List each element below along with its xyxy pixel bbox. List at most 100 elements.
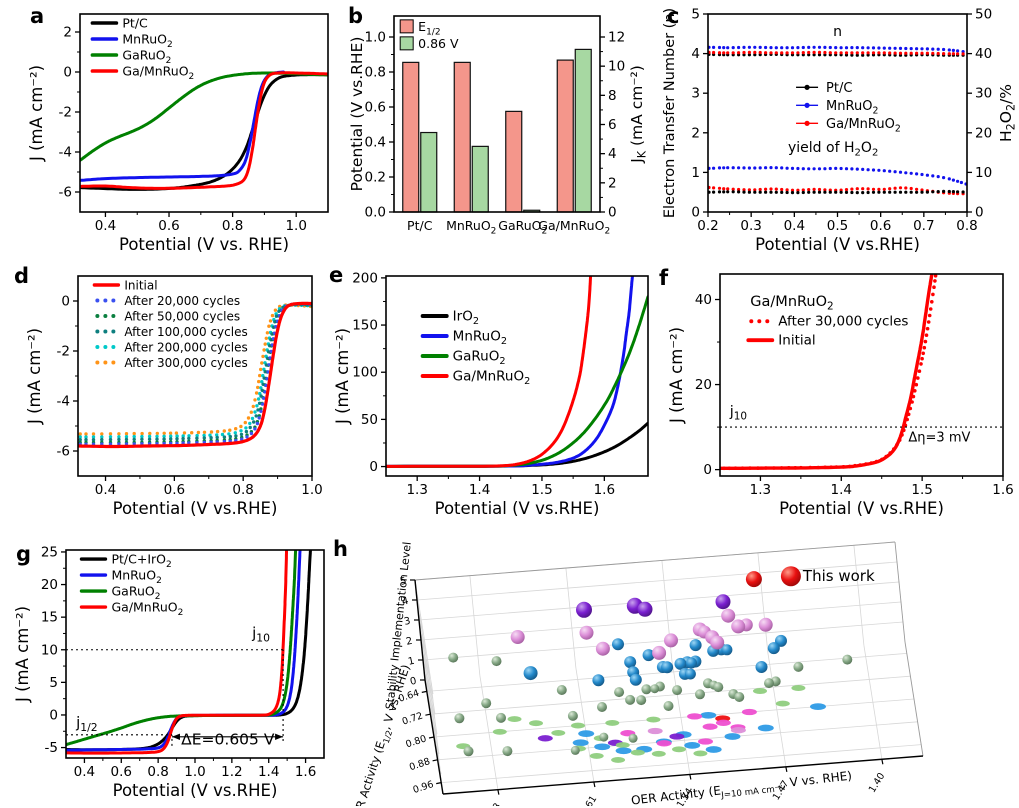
series-dot (249, 410, 253, 414)
y-tick-label: -4 (57, 394, 70, 410)
data-point-sphere (764, 678, 774, 689)
data-point-sphere (641, 684, 652, 695)
legend-swatch-dot (749, 319, 754, 324)
series-dot (914, 382, 919, 387)
series-dot (871, 190, 876, 194)
legend-label: MnRuO2 (122, 31, 172, 50)
y-tick-label: 3 (691, 86, 700, 102)
series-dot (753, 45, 757, 49)
data-point-flat (605, 719, 620, 726)
right-axis-label: JK (mA cm⁻²) (628, 65, 649, 164)
series-dot (915, 172, 919, 176)
legend-label: Ga/MnRuO2 (111, 600, 183, 619)
data-point-sphere (628, 733, 638, 743)
series-dot (850, 51, 854, 55)
data-point-flat (615, 742, 630, 749)
legend-label: Ga/MnRuO2 (122, 63, 194, 82)
series-dot (812, 50, 816, 55)
y-tick-label: 0.2 (365, 170, 386, 186)
s-tick-label: 2 (405, 636, 414, 648)
x-tick-label: 1.5 (911, 482, 932, 498)
x-axis-label: Potential (V vs.RHE) (113, 781, 278, 800)
series-layer (66, 550, 312, 755)
series-dot (753, 188, 757, 192)
bar-e-half-3 (556, 59, 574, 213)
series-dot (182, 431, 187, 435)
series-dot (839, 166, 843, 171)
x-tick-label: 1.5 (531, 482, 552, 498)
series-dot (147, 434, 152, 439)
legend-swatch-rect (399, 19, 414, 34)
y-tick-label: 200 (352, 270, 378, 286)
series-dot (251, 404, 255, 409)
series-dot (162, 431, 166, 435)
series-dot (774, 166, 778, 170)
y-axis-label: Potential (V vs.RHE) (348, 37, 366, 192)
series-dot (100, 435, 104, 439)
series-dot (209, 430, 214, 434)
data-point-flat (656, 740, 672, 747)
series-dot (726, 46, 730, 50)
series-dot (956, 49, 960, 53)
series-dot (195, 436, 199, 440)
panel-h: 0123450.640.720.800.880.961.681.611.541.… (334, 534, 1019, 806)
series-dot (747, 166, 751, 170)
series-initial (78, 301, 312, 449)
s-tick-label: 5 (399, 576, 408, 588)
data-point-sphere (510, 630, 525, 644)
data-point-flat (647, 727, 663, 735)
series-dot (927, 313, 932, 318)
series-dot (877, 187, 881, 191)
series-dot (925, 173, 929, 177)
series-dot (209, 436, 213, 440)
series-dot (259, 409, 263, 413)
x-tick-label: 1.0 (184, 764, 205, 780)
series-dot (731, 166, 735, 170)
series-dot (737, 187, 741, 192)
series-dot (850, 46, 854, 50)
x-tick-label: 1.0 (301, 482, 322, 498)
series-dot (951, 190, 955, 194)
legend-swatch-dot (111, 329, 116, 334)
series-dot (239, 424, 243, 429)
series-dot (866, 53, 870, 57)
panel-f: j10 Δη=3 mV 1.3 1.4 1.5 1.6 0 20 40 Potential (V … (660, 262, 1019, 526)
series-dot (239, 429, 243, 433)
series-dot (234, 434, 238, 438)
y-axis-label: J (mA cm⁻²) (333, 328, 352, 425)
orr-tick (425, 713, 431, 716)
series-dot (871, 168, 876, 172)
series-dot (893, 190, 897, 194)
y-axis-label: J (mA cm⁻²) (27, 65, 46, 162)
series-dot (258, 391, 262, 396)
series-dot (255, 404, 259, 408)
y-tick-label: -2 (59, 105, 72, 121)
series-dot (261, 354, 265, 359)
series-dot (796, 191, 800, 195)
data-point-sphere (652, 645, 667, 660)
series-dot (780, 187, 784, 192)
series-dot (866, 187, 870, 191)
s-tick-label: 0 (409, 676, 418, 688)
series-dot (817, 187, 822, 192)
series-dot (942, 47, 946, 52)
series-dot (828, 190, 832, 194)
legend-label: Ga/MnRuO2 (453, 369, 531, 388)
x-axis-label: Potential (V vs. RHE) (119, 235, 289, 254)
data-point-sphere (567, 710, 578, 721)
series-Ga/MnRuO2 (66, 550, 289, 755)
series-dot (925, 326, 930, 331)
series-dot (259, 367, 263, 372)
series-dot (726, 187, 730, 191)
data-point-sphere (715, 594, 731, 610)
series-dot (823, 190, 827, 194)
series-dot (262, 348, 266, 352)
series-dot (923, 339, 928, 344)
series-dot (904, 171, 908, 175)
x-tick-label: 0.8 (222, 218, 243, 234)
series-dot (260, 402, 265, 406)
data-point-sphere (629, 673, 642, 686)
series-dot (753, 166, 757, 170)
